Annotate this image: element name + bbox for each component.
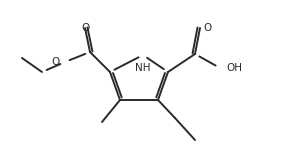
Text: O: O: [203, 23, 211, 33]
Text: NH: NH: [135, 63, 151, 73]
Text: OH: OH: [226, 63, 242, 73]
Text: O: O: [81, 23, 89, 33]
Text: O: O: [52, 57, 60, 67]
